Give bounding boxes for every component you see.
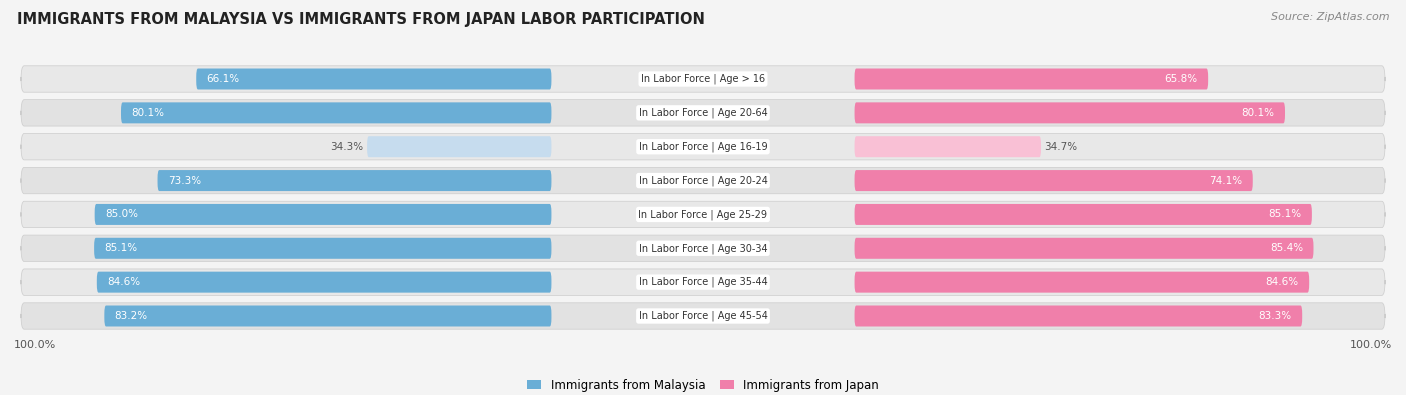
Text: In Labor Force | Age 20-24: In Labor Force | Age 20-24	[638, 175, 768, 186]
Text: 73.3%: 73.3%	[167, 175, 201, 186]
FancyBboxPatch shape	[197, 68, 551, 90]
Text: In Labor Force | Age 25-29: In Labor Force | Age 25-29	[638, 209, 768, 220]
Text: 85.4%: 85.4%	[1270, 243, 1303, 253]
Text: 84.6%: 84.6%	[1265, 277, 1299, 287]
FancyBboxPatch shape	[97, 272, 551, 293]
Text: 74.1%: 74.1%	[1209, 175, 1243, 186]
FancyBboxPatch shape	[157, 170, 551, 191]
Text: 85.1%: 85.1%	[1268, 209, 1302, 220]
FancyBboxPatch shape	[855, 68, 1208, 90]
Text: In Labor Force | Age > 16: In Labor Force | Age > 16	[641, 74, 765, 84]
FancyBboxPatch shape	[21, 100, 1385, 126]
FancyBboxPatch shape	[94, 238, 551, 259]
FancyBboxPatch shape	[121, 102, 551, 123]
Text: 100.0%: 100.0%	[1350, 340, 1392, 350]
FancyBboxPatch shape	[855, 136, 1040, 157]
FancyBboxPatch shape	[855, 102, 1285, 123]
Text: 80.1%: 80.1%	[1241, 108, 1275, 118]
FancyBboxPatch shape	[21, 66, 1385, 92]
FancyBboxPatch shape	[104, 305, 551, 327]
Text: 34.3%: 34.3%	[330, 142, 364, 152]
Text: 83.2%: 83.2%	[115, 311, 148, 321]
FancyBboxPatch shape	[21, 235, 1385, 261]
FancyBboxPatch shape	[21, 201, 1385, 228]
Text: IMMIGRANTS FROM MALAYSIA VS IMMIGRANTS FROM JAPAN LABOR PARTICIPATION: IMMIGRANTS FROM MALAYSIA VS IMMIGRANTS F…	[17, 12, 704, 27]
FancyBboxPatch shape	[855, 305, 1302, 327]
Legend: Immigrants from Malaysia, Immigrants from Japan: Immigrants from Malaysia, Immigrants fro…	[523, 374, 883, 395]
FancyBboxPatch shape	[21, 134, 1385, 160]
FancyBboxPatch shape	[855, 170, 1253, 191]
Text: In Labor Force | Age 16-19: In Labor Force | Age 16-19	[638, 141, 768, 152]
Text: 34.7%: 34.7%	[1045, 142, 1077, 152]
Text: 80.1%: 80.1%	[131, 108, 165, 118]
FancyBboxPatch shape	[855, 272, 1309, 293]
Text: 66.1%: 66.1%	[207, 74, 239, 84]
FancyBboxPatch shape	[367, 136, 551, 157]
Text: 65.8%: 65.8%	[1164, 74, 1198, 84]
FancyBboxPatch shape	[855, 238, 1313, 259]
Text: In Labor Force | Age 45-54: In Labor Force | Age 45-54	[638, 311, 768, 321]
Text: 84.6%: 84.6%	[107, 277, 141, 287]
FancyBboxPatch shape	[21, 303, 1385, 329]
Text: In Labor Force | Age 20-64: In Labor Force | Age 20-64	[638, 107, 768, 118]
Text: 85.1%: 85.1%	[104, 243, 138, 253]
Text: In Labor Force | Age 30-34: In Labor Force | Age 30-34	[638, 243, 768, 254]
FancyBboxPatch shape	[855, 204, 1312, 225]
Text: In Labor Force | Age 35-44: In Labor Force | Age 35-44	[638, 277, 768, 288]
Text: Source: ZipAtlas.com: Source: ZipAtlas.com	[1271, 12, 1389, 22]
Text: 83.3%: 83.3%	[1258, 311, 1292, 321]
FancyBboxPatch shape	[94, 204, 551, 225]
Text: 100.0%: 100.0%	[14, 340, 56, 350]
Text: 85.0%: 85.0%	[105, 209, 138, 220]
FancyBboxPatch shape	[21, 167, 1385, 194]
FancyBboxPatch shape	[21, 269, 1385, 295]
